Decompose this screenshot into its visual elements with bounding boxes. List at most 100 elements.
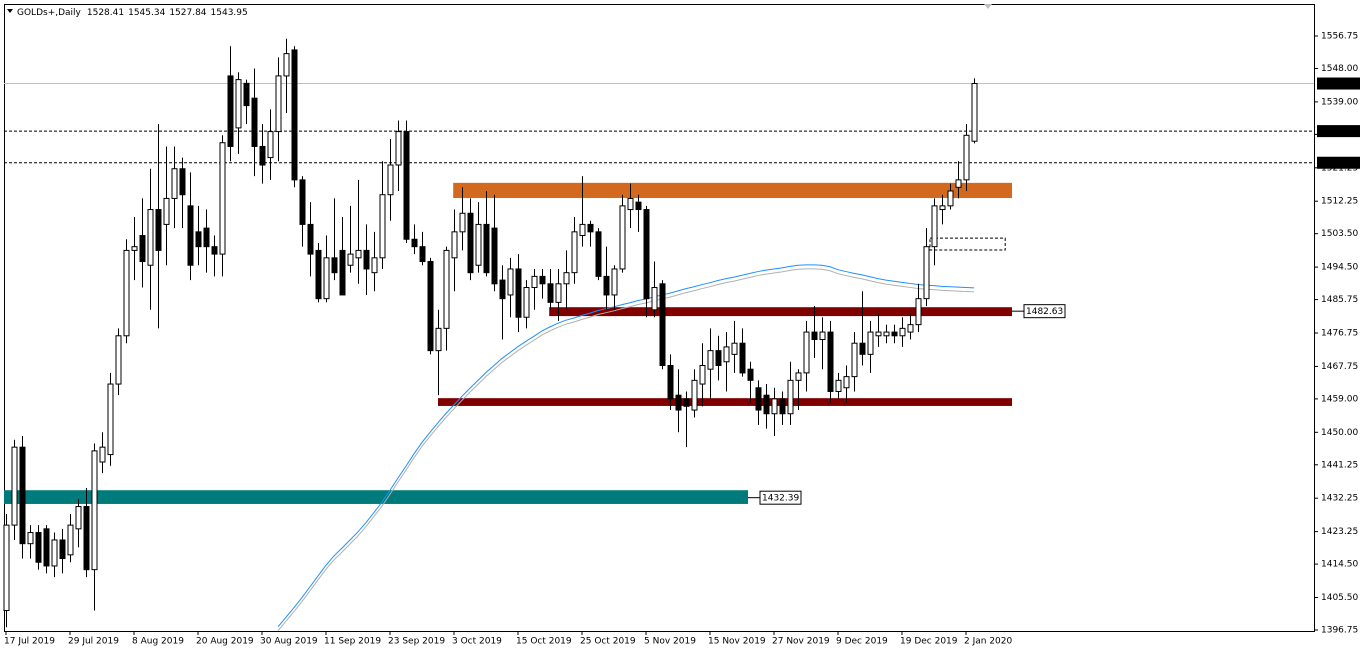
- candle-body: [683, 398, 690, 407]
- candle-body: [427, 261, 434, 352]
- ma-line-shadow: [277, 268, 975, 632]
- candle-body: [467, 212, 474, 274]
- candle-body: [459, 212, 466, 233]
- candle-body: [691, 379, 698, 411]
- candle-body: [627, 197, 634, 211]
- candle-body: [299, 179, 306, 225]
- candle-body: [579, 223, 586, 237]
- candle-body: [267, 131, 274, 159]
- candle-body: [779, 398, 786, 415]
- candle-body: [283, 53, 290, 77]
- candle-body: [411, 238, 418, 248]
- candle-body: [531, 275, 538, 289]
- price-label-box: [1317, 156, 1360, 169]
- candle-body: [371, 257, 378, 274]
- candle-body: [291, 49, 298, 181]
- candle-body: [67, 524, 74, 556]
- candle-body: [315, 249, 322, 300]
- candle-body: [395, 131, 402, 166]
- candle-body: [363, 249, 370, 270]
- candle-body: [123, 249, 130, 337]
- candle-body: [755, 387, 762, 411]
- candle-body: [659, 283, 666, 366]
- candle-body: [131, 246, 138, 251]
- candle-body: [595, 231, 602, 277]
- candle-body: [907, 324, 914, 333]
- header-high: 1545.34: [128, 8, 165, 18]
- chart-header: GOLDs+,Daily 1528.41 1545.34 1527.84 1543.95: [17, 8, 248, 18]
- candle-body: [507, 268, 514, 296]
- candle-body: [763, 394, 770, 415]
- y-tick-label: 1548.00: [1321, 64, 1358, 74]
- menu-arrow: [7, 9, 13, 13]
- candle-body: [403, 131, 410, 240]
- candle-body: [451, 231, 458, 259]
- candle-body: [139, 235, 146, 263]
- candle-body: [963, 134, 970, 181]
- x-tick-label: 19 Dec 2019: [900, 637, 958, 647]
- y-tick-label: 1503.50: [1321, 229, 1358, 239]
- candle-body: [435, 327, 442, 352]
- zone: [4, 490, 748, 504]
- zone-label: 1432.39: [762, 494, 799, 504]
- candle-body: [187, 205, 194, 266]
- candle-body: [715, 350, 722, 366]
- y-tick-label: 1467.75: [1321, 362, 1358, 372]
- candle-body: [611, 268, 618, 296]
- candle-body: [107, 383, 114, 456]
- candle-body: [875, 331, 882, 337]
- candle-body: [235, 79, 242, 129]
- candle-body: [523, 287, 530, 318]
- header-close: 1543.95: [211, 8, 248, 18]
- x-tick-label: 15 Oct 2019: [516, 637, 572, 647]
- candle-body: [899, 327, 906, 337]
- candle-body: [707, 350, 714, 370]
- candle-body: [819, 331, 826, 340]
- candle-body: [803, 331, 810, 374]
- candle-body: [355, 249, 362, 259]
- candle-body: [795, 372, 802, 381]
- zone: [453, 182, 1012, 199]
- candle-body: [883, 331, 890, 337]
- header-open: 1528.41: [87, 8, 124, 18]
- candle-body: [723, 346, 730, 363]
- x-tick-label: 29 Jul 2019: [68, 637, 119, 647]
- candle-body: [27, 532, 34, 545]
- candle-body: [891, 331, 898, 337]
- y-tick-label: 1485.75: [1321, 295, 1358, 305]
- candle-body: [603, 275, 610, 296]
- candle-body: [91, 450, 98, 571]
- x-tick-label: 2 Jan 2020: [964, 637, 1012, 647]
- price-label: 1522.61: [1320, 159, 1357, 169]
- candle-body: [203, 227, 210, 248]
- x-tick-label: 25 Oct 2019: [580, 637, 636, 647]
- y-tick-label: 1539.00: [1321, 97, 1358, 107]
- y-tick-label: 1414.50: [1321, 560, 1358, 570]
- zone: [929, 237, 1006, 251]
- candle-body: [859, 342, 866, 355]
- zone-label-box: [1023, 304, 1066, 319]
- y-tick-label: 1450.00: [1321, 428, 1358, 438]
- candle-body: [547, 283, 554, 303]
- candle-body: [747, 368, 754, 381]
- candle-body: [515, 268, 522, 318]
- candle-body: [59, 539, 66, 560]
- candle-body: [179, 168, 186, 196]
- candle-body: [275, 75, 282, 133]
- candle-body: [219, 142, 226, 255]
- x-tick-label: 11 Sep 2019: [324, 637, 381, 647]
- x-tick-label: 5 Nov 2019: [644, 637, 696, 647]
- candle-body: [147, 209, 154, 266]
- candle-body: [211, 246, 218, 255]
- candle-body: [923, 246, 930, 300]
- candle-body: [635, 201, 642, 211]
- candle-body: [739, 342, 746, 374]
- x-tick-label: 15 Nov 2019: [708, 637, 766, 647]
- zone: [438, 398, 1012, 406]
- candle-body: [787, 379, 794, 415]
- y-tick-label: 1494.50: [1321, 263, 1358, 273]
- y-tick-label: 1476.75: [1321, 328, 1358, 338]
- candle-body: [307, 223, 314, 255]
